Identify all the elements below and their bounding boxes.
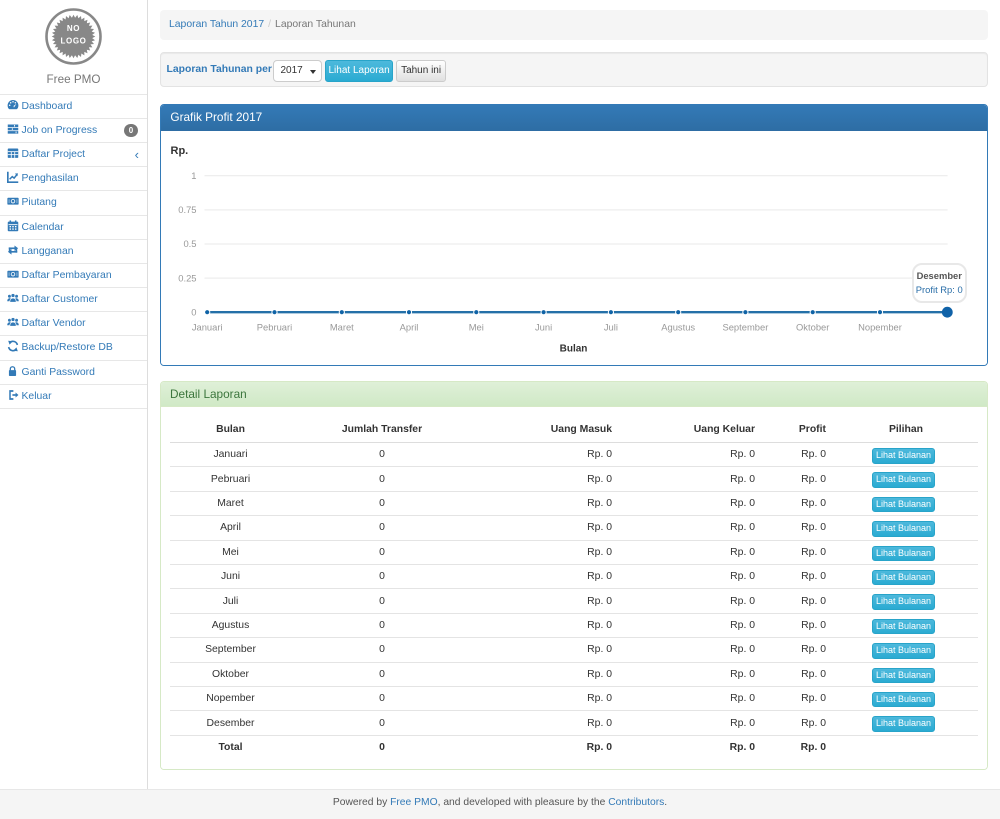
svg-text:Januari: Januari — [192, 321, 223, 332]
svg-text:Nopember: Nopember — [858, 321, 902, 332]
svg-text:0.25: 0.25 — [178, 272, 196, 283]
svg-text:1: 1 — [191, 170, 196, 181]
svg-text:Agustus: Agustus — [661, 321, 695, 332]
svg-text:NO: NO — [67, 24, 80, 33]
svg-text:Juli: Juli — [604, 321, 618, 332]
svg-text:Juni: Juni — [535, 321, 552, 332]
svg-text:Pebruari: Pebruari — [257, 321, 292, 332]
svg-text:Mei: Mei — [469, 321, 484, 332]
svg-text:April: April — [400, 321, 419, 332]
svg-text:0.75: 0.75 — [178, 204, 196, 215]
svg-text:Oktober: Oktober — [796, 321, 829, 332]
svg-text:September: September — [722, 321, 768, 332]
svg-text:LOGO: LOGO — [61, 37, 87, 46]
svg-text:Maret: Maret — [330, 321, 354, 332]
svg-text:Rp.: Rp. — [171, 144, 189, 156]
svg-text:0.5: 0.5 — [183, 238, 196, 249]
svg-text:Bulan: Bulan — [560, 343, 588, 354]
svg-text:0: 0 — [191, 306, 196, 317]
